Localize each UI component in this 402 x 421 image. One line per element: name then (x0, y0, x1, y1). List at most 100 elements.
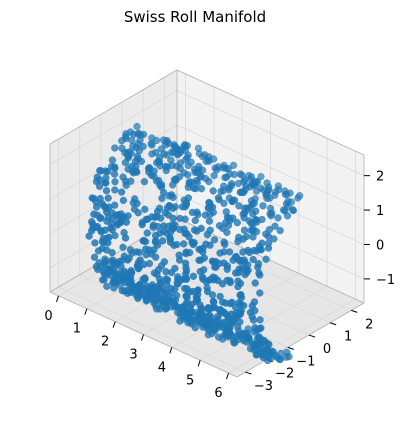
pane-edge (176, 69, 365, 156)
scatter-point (235, 268, 243, 277)
scatter-point (90, 210, 98, 218)
scatter-point (127, 268, 136, 276)
scatter-point (151, 238, 160, 246)
scatter-point (122, 130, 130, 138)
z-tick-label: 1 (376, 204, 384, 219)
scatter-point (132, 248, 141, 256)
grid-line (228, 298, 356, 374)
scatter-point (150, 172, 158, 181)
scatter-point (98, 200, 106, 208)
scatter-point (92, 262, 101, 271)
scatter-point (201, 211, 210, 219)
scatter-point (119, 173, 127, 181)
scatter-point (184, 171, 192, 179)
scatter-point (190, 239, 198, 247)
scatter-point (163, 229, 171, 237)
scatter-point (160, 290, 169, 299)
z-tick-label: 2 (376, 170, 384, 185)
scatter-point (264, 232, 273, 241)
x-tick (226, 372, 229, 380)
scatter-point (249, 255, 257, 264)
scatter-point (119, 196, 128, 205)
scatter-point (156, 181, 164, 189)
scatter-point (218, 280, 227, 288)
scatter-point (210, 303, 219, 312)
scatter-point (262, 191, 270, 199)
scatter-point (265, 225, 274, 234)
scatter-point (158, 301, 167, 309)
scatter-point (241, 258, 249, 266)
scatter-point (251, 279, 259, 287)
scatter-point (205, 203, 213, 211)
scatter-point (256, 289, 264, 297)
scatter-point (271, 222, 279, 230)
scatter-point (113, 278, 121, 287)
scatter-point (283, 348, 291, 357)
scatter-point (145, 168, 153, 176)
scatter-point (104, 239, 112, 247)
scatter-point (163, 276, 172, 284)
x-tick (141, 334, 144, 341)
scatter-point (174, 275, 182, 284)
scatter-point (184, 183, 192, 191)
scatter-point (214, 333, 223, 341)
scatter-point (283, 190, 291, 198)
x-tick (56, 295, 59, 303)
scatter-point (93, 222, 102, 231)
scatter-point (225, 248, 234, 256)
scatter-point (195, 245, 203, 254)
scatter-point (180, 311, 188, 319)
scatter-point (171, 302, 179, 310)
x-tick-label: 6 (214, 386, 222, 401)
scatter-point (143, 229, 151, 237)
scatter-point (176, 317, 184, 325)
scatter-point (257, 172, 265, 181)
scatter-point (246, 183, 254, 191)
scatter-point (249, 316, 258, 324)
scatter-point (134, 258, 143, 267)
scatter-point (240, 226, 249, 234)
scatter-point (203, 287, 212, 296)
scatter-point (220, 259, 228, 267)
scatter-point (206, 241, 214, 249)
scatter-point (255, 334, 263, 342)
scatter-point (209, 208, 217, 216)
scatter-point (140, 178, 149, 186)
scatter-point (209, 258, 217, 266)
scatter-point (221, 240, 229, 249)
scatter-point (234, 179, 243, 188)
scatter-point (200, 266, 208, 274)
scatter-point (186, 288, 194, 296)
scatter-point (141, 237, 150, 246)
scatter-point (181, 215, 189, 223)
scatter-point (113, 221, 122, 229)
y-tick-label: 1 (344, 330, 352, 345)
scatter-point (257, 324, 265, 332)
scatter-point (197, 305, 206, 313)
x-tick (197, 360, 201, 367)
chart-title: Swiss Roll Manifold (123, 8, 267, 26)
scatter-point (246, 203, 255, 211)
scatter-point (91, 239, 99, 247)
scatter-point (282, 200, 291, 208)
scatter-point (259, 202, 267, 210)
y-tick (287, 346, 294, 350)
scatter-point (205, 177, 213, 186)
y-tick-label: 2 (365, 317, 373, 332)
scatter-point (171, 296, 180, 304)
scatter-point (110, 264, 118, 272)
x-tick-label: 1 (73, 322, 81, 337)
scatter-point (111, 144, 119, 152)
scatter-point (119, 243, 127, 251)
scatter-point (181, 259, 190, 267)
scatter-point (192, 184, 200, 193)
scatter-point (274, 214, 282, 222)
scatter-point (205, 217, 214, 225)
scatter-point (193, 286, 202, 295)
scatter-point (205, 157, 213, 165)
scatter-point (138, 221, 146, 229)
scatter-point (136, 280, 144, 288)
y-tick (329, 322, 337, 326)
scatter-point (165, 202, 174, 210)
